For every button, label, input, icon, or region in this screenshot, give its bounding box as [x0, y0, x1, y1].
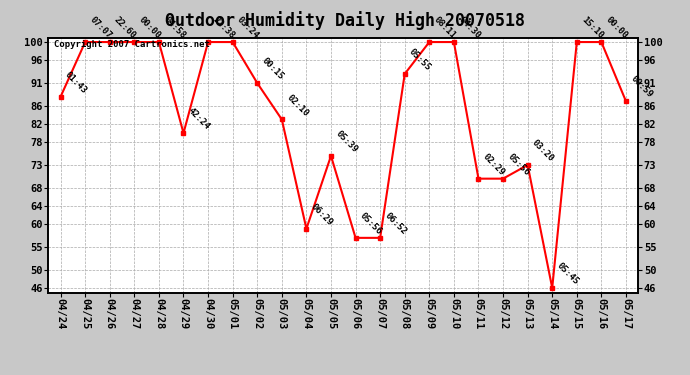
Text: 00:00: 00:00 [137, 15, 162, 40]
Text: 00:00: 00:00 [604, 15, 629, 40]
Text: 05:56: 05:56 [506, 152, 531, 177]
Text: 03:24: 03:24 [235, 15, 261, 40]
Text: 04:30: 04:30 [457, 15, 482, 40]
Text: 05:56: 05:56 [358, 211, 384, 237]
Text: 02:29: 02:29 [481, 152, 506, 177]
Text: 07:07: 07:07 [88, 15, 113, 40]
Text: 03:20: 03:20 [531, 138, 555, 164]
Text: 15:10: 15:10 [580, 15, 605, 40]
Text: 00:59: 00:59 [629, 75, 654, 100]
Text: 00:15: 00:15 [260, 56, 286, 82]
Text: 06:52: 06:52 [383, 211, 408, 237]
Text: 01:43: 01:43 [63, 70, 89, 95]
Text: Copyright 2007 Cartronics.net: Copyright 2007 Cartronics.net [55, 40, 210, 49]
Text: 42:24: 42:24 [186, 106, 212, 132]
Text: 08:11: 08:11 [432, 15, 457, 40]
Text: Outdoor Humidity Daily High 20070518: Outdoor Humidity Daily High 20070518 [165, 11, 525, 30]
Text: 06:29: 06:29 [309, 202, 335, 227]
Text: 05:45: 05:45 [555, 261, 580, 286]
Text: 04:58: 04:58 [161, 15, 187, 40]
Text: 05:55: 05:55 [408, 47, 433, 72]
Text: 05:39: 05:39 [334, 129, 359, 154]
Text: 22:38: 22:38 [211, 15, 236, 40]
Text: 22:60: 22:60 [112, 15, 138, 40]
Text: 02:10: 02:10 [284, 93, 310, 118]
